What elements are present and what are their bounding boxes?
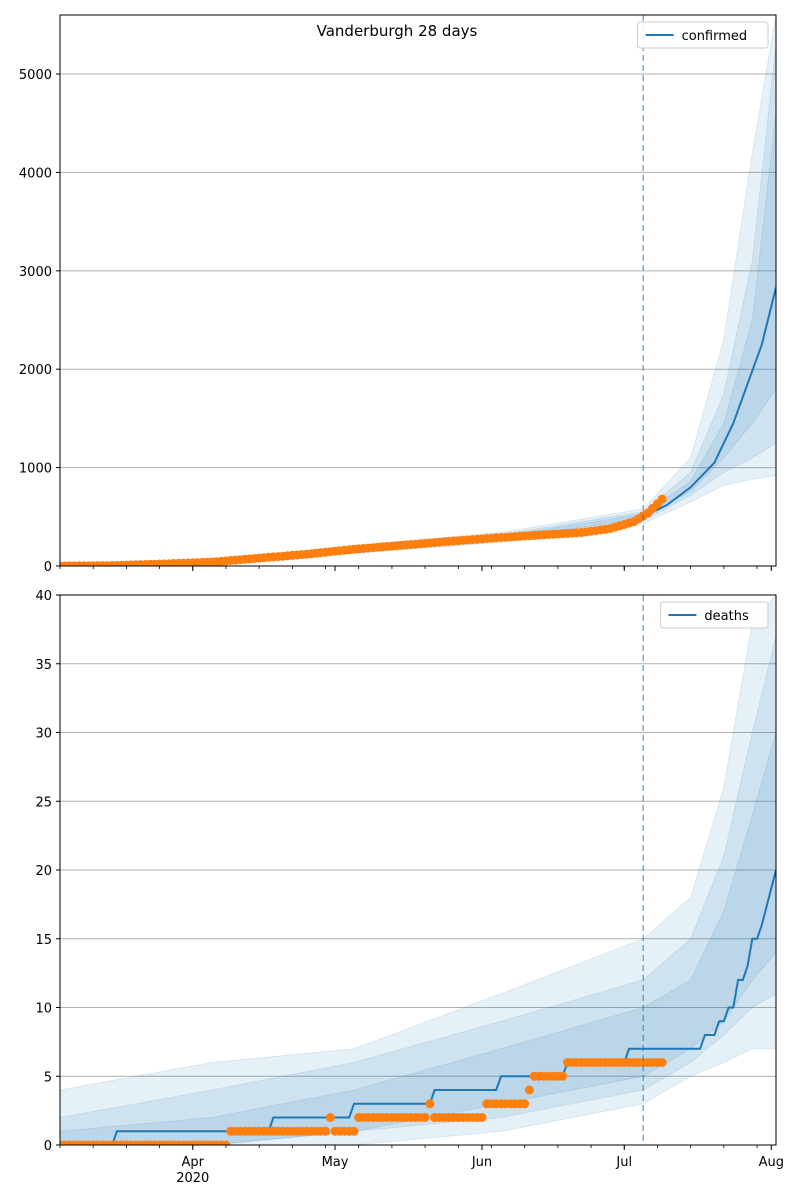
y-tick-label: 35 [35,658,52,673]
y-tick-label: 5000 [19,68,52,83]
legend-box [637,21,769,49]
observed-point [425,1099,435,1109]
legend-box [659,601,769,629]
x-tick-label: May [322,1155,349,1170]
observed-point [321,1126,330,1136]
y-tick-label: 15 [35,933,52,948]
y-tick-label: 0 [44,560,52,575]
model-line [60,869,776,1145]
y-tick-label: 5 [44,1070,52,1085]
x-year-label: 2020 [176,1171,209,1186]
observed-point [325,1113,335,1122]
y-tick-label: 0 [44,1139,52,1154]
y-tick-label: 20 [35,864,52,879]
y-tick-label: 4000 [19,166,52,181]
uncertainty-band [60,595,776,1145]
deaths-chart: 0 5 10 15 20 25 30 35 40 Apr May Jun Jul Aug 2020 death… [35,589,784,1186]
y-tick-label: 2000 [19,363,52,378]
y-tick-label: 1000 [19,462,52,477]
x-tick-label: Aug [759,1155,784,1170]
legend-label: deaths [704,609,749,624]
y-tick-label: 10 [35,1002,52,1017]
confirmed-chart: 0 1000 2000 3000 4000 5000 confirmed [19,14,777,575]
observed-point [349,1126,359,1136]
observed-point [520,1099,530,1109]
y-tick-label: 30 [35,727,52,742]
legend-label: confirmed [682,29,748,44]
uncertainty-band [60,113,776,566]
uncertainty-band [60,636,776,1145]
y-tick-label: 25 [35,795,52,810]
axes-frame [59,14,777,567]
observed-point [657,1058,667,1067]
observed-point [558,1071,568,1081]
y-tick-label: 3000 [19,265,52,280]
observed-point [477,1113,487,1122]
chart-title: Vanderburgh 28 days [317,22,478,40]
observed-point [420,1113,430,1122]
model-line [60,287,776,566]
observed-point [524,1085,534,1095]
observed-point [657,494,667,504]
y-tick-label: 40 [35,589,52,604]
x-tick-label: Jul [615,1155,632,1170]
x-tick-label: Jun [471,1155,492,1170]
uncertainty-band [60,15,776,566]
x-tick-label: Apr [182,1155,205,1170]
observed-point [221,1140,231,1145]
